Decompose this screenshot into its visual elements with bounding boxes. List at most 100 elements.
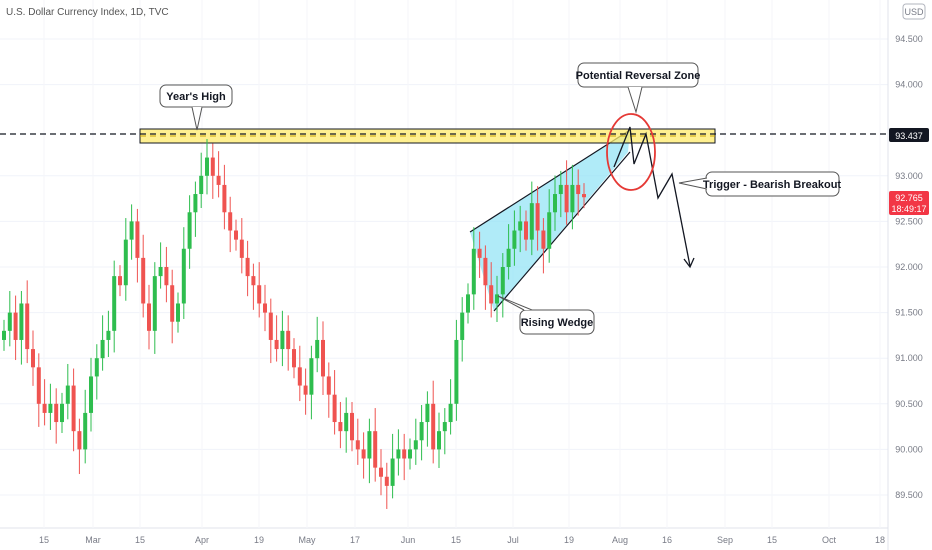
candle-body (448, 403, 453, 423)
price-axis[interactable]: USD 94.500 94.000 93.000 92.500 92.000 91.500… (889, 3, 929, 500)
reversal-zone-label: Potential Reversal Zone (576, 70, 701, 82)
candle-body (529, 203, 534, 240)
candle-body (222, 184, 227, 213)
candle-body (31, 349, 35, 368)
years-high-label: Year's High (166, 91, 226, 103)
candle-body (558, 184, 563, 195)
callout-pointer (627, 86, 643, 114)
candle-body (83, 412, 88, 450)
candle-body (141, 257, 146, 304)
time-tick-label: May (298, 535, 316, 545)
price-tick-label: 91.000 (895, 353, 923, 363)
candle-body (338, 422, 343, 432)
candle-body (89, 376, 93, 413)
candle-body (350, 412, 354, 441)
rising-wedge-label: Rising Wedge (521, 317, 594, 329)
candle-body (500, 267, 505, 295)
projection-arrowhead (683, 257, 695, 269)
candle-body (263, 303, 267, 313)
candle-body (147, 303, 151, 331)
candle-body (94, 358, 99, 377)
time-tick-label: Sep (717, 535, 733, 545)
candle-body (541, 230, 546, 249)
candle-body (210, 157, 215, 176)
candle-body (576, 184, 581, 195)
candle-body (239, 239, 244, 258)
candle-body (344, 412, 349, 432)
time-tick-label: Apr (195, 535, 209, 545)
candle-body (123, 239, 128, 286)
level-price-tag (889, 128, 929, 142)
candle-body (413, 440, 418, 450)
time-tick-label: 15 (767, 535, 777, 545)
time-tick-label: 15 (135, 535, 145, 545)
candle-body (390, 458, 395, 486)
candle-body (135, 221, 140, 258)
last-price-tag (889, 191, 929, 215)
candlesticks (2, 139, 586, 509)
reversal-zone-circle (606, 113, 656, 191)
candle-body (431, 403, 436, 450)
candle-body (297, 367, 302, 386)
candle-body (518, 221, 523, 231)
candle-body (25, 303, 30, 350)
price-tick-label: 94.000 (895, 80, 923, 90)
candle-body (582, 194, 586, 198)
candle-body (257, 285, 262, 304)
candle-body (355, 440, 360, 450)
candle-body (60, 403, 64, 423)
candle-body (535, 203, 540, 231)
candle-body (170, 285, 175, 322)
candle-body (460, 312, 465, 340)
price-tick-label: 90.500 (895, 399, 923, 409)
candle-body (326, 376, 331, 395)
candle-body (129, 221, 134, 240)
callout-pointer (497, 295, 533, 311)
wedge-upper-line (469, 129, 631, 233)
candle-body (332, 394, 337, 423)
time-tick-label: Jun (401, 535, 416, 545)
chart-grid (0, 0, 889, 550)
time-tick-label: Mar (85, 535, 101, 545)
candle-body (437, 431, 441, 450)
candle-body (187, 212, 192, 249)
price-tick-label: 91.500 (895, 308, 923, 318)
candle-body (65, 385, 70, 404)
candle-body (251, 276, 256, 286)
price-tick-label: 94.500 (895, 34, 923, 44)
price-tick-label: 92.000 (895, 262, 923, 272)
candle-body (477, 248, 482, 258)
candle-body (512, 230, 517, 249)
candle-body (158, 267, 163, 277)
candle-body (292, 349, 296, 368)
candle-body (100, 339, 105, 359)
callout-years-high: Year's High (159, 84, 233, 131)
currency-badge-label: USD (904, 7, 924, 17)
candle-body (228, 212, 233, 231)
projection-path (606, 113, 695, 269)
candle-body (13, 312, 18, 340)
candle-body (442, 422, 447, 432)
time-tick-label: 15 (39, 535, 49, 545)
candle-body (152, 276, 157, 331)
wedge-lower-line (493, 151, 631, 312)
candle-body (402, 449, 407, 459)
candle-body (524, 221, 528, 240)
candle-body (495, 294, 499, 304)
price-ticks: 94.500 94.000 93.000 92.500 92.000 91.500 91.0… (895, 34, 923, 500)
candle-body (216, 175, 221, 185)
currency-badge[interactable] (902, 3, 926, 20)
candle-body (205, 157, 209, 176)
candle-body (384, 476, 389, 486)
candle-body (286, 330, 291, 350)
time-axis[interactable]: 15 Mar 15 Apr 19 May 17 Jun 15 Jul 19 Aug 16 Sep 15 Oct… (39, 535, 885, 545)
price-tick-label: 92.500 (895, 216, 923, 226)
level-price-label: 93.437 (895, 131, 923, 141)
candle-body (506, 248, 511, 267)
candle-body (379, 467, 383, 477)
candle-body (118, 276, 122, 286)
candle-body (2, 330, 6, 340)
candle-body (77, 431, 82, 450)
time-tick-label: 18 (875, 535, 885, 545)
